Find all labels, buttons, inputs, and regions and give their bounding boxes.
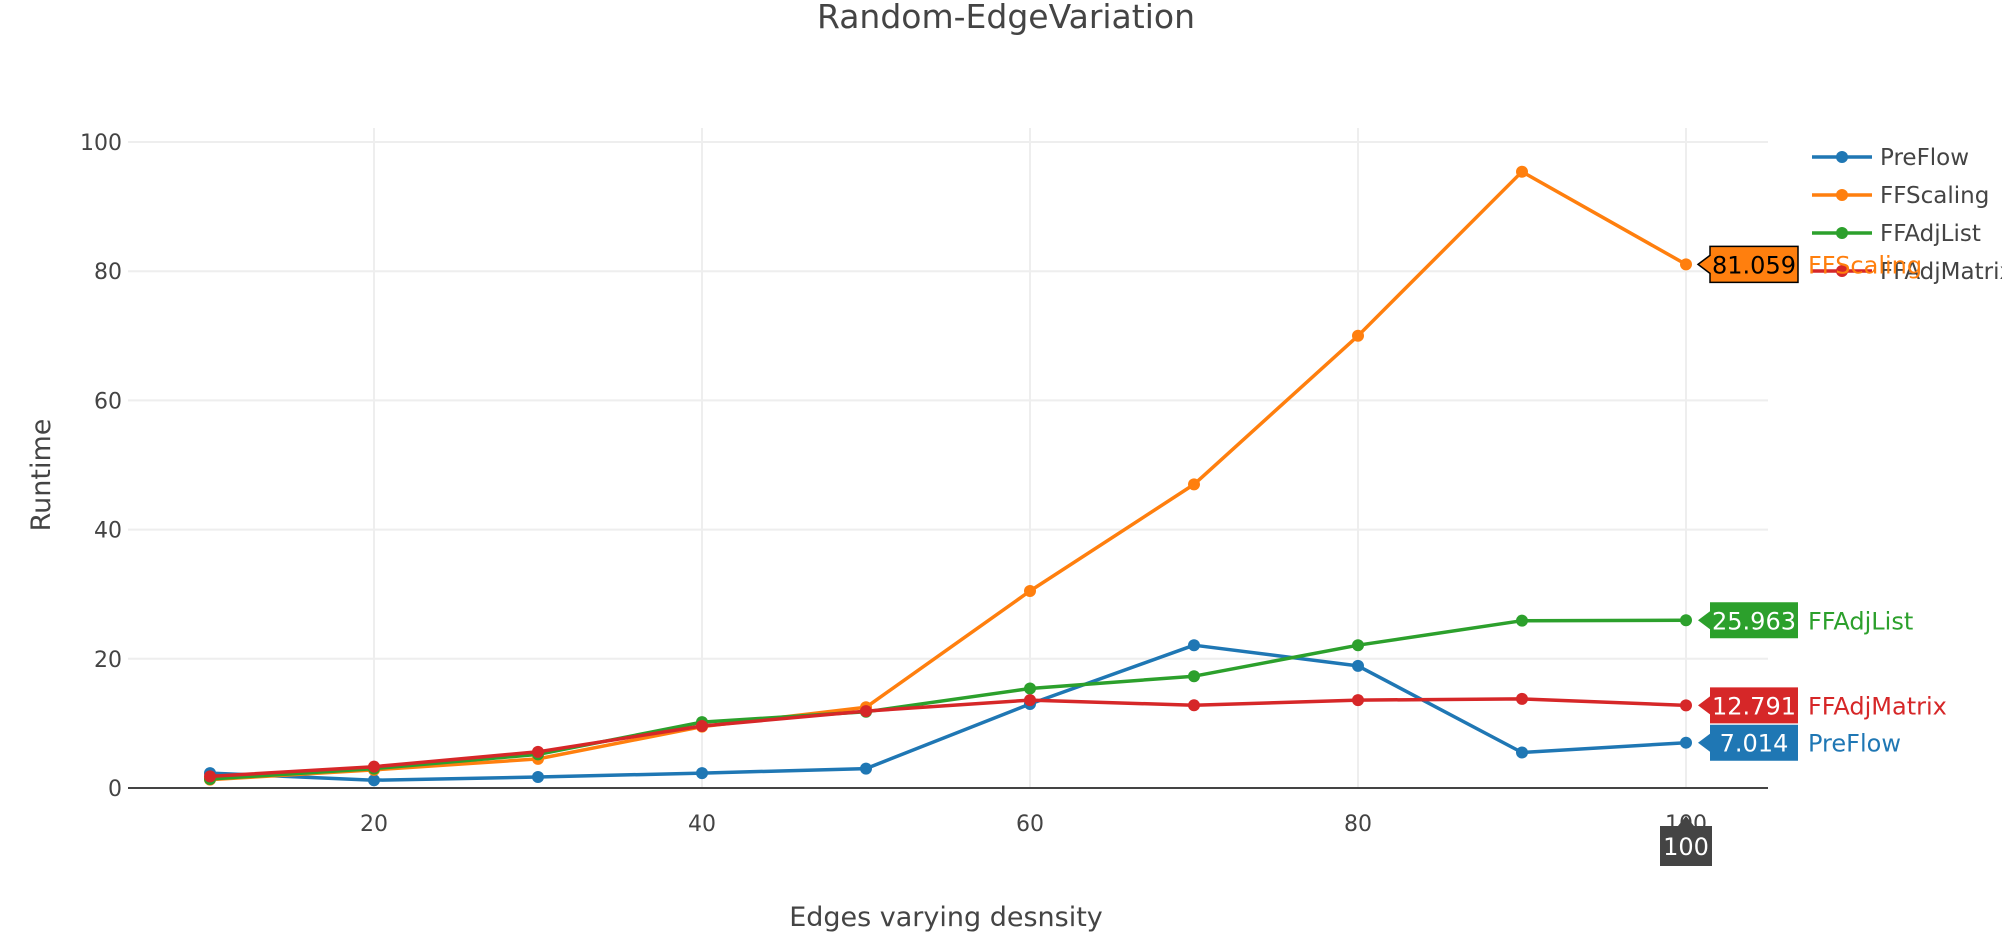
y-tick-label: 40 xyxy=(94,519,122,544)
chart-title: Random-EdgeVariation xyxy=(817,0,1195,36)
data-point-preflow[interactable] xyxy=(368,774,380,787)
hover-value-text: 7.014 xyxy=(1720,730,1789,758)
data-point-ffadjlist[interactable] xyxy=(1024,682,1036,695)
hover-label-box xyxy=(1696,245,1799,284)
x-tick-label: 60 xyxy=(1016,812,1044,837)
hover-x-box xyxy=(1660,816,1712,866)
data-point-preflow[interactable] xyxy=(696,767,708,780)
data-point-ffscaling[interactable] xyxy=(1188,478,1200,491)
hover-series-name: FFAdjMatrix xyxy=(1808,692,1947,720)
data-point-ffscaling[interactable] xyxy=(1516,165,1528,178)
data-point-ffadjmatrix[interactable] xyxy=(1516,692,1528,705)
x-tick-label: 20 xyxy=(360,812,388,837)
data-point-preflow[interactable] xyxy=(860,762,872,775)
data-point-ffadjmatrix[interactable] xyxy=(368,760,380,773)
legend-swatch-marker xyxy=(1836,151,1848,163)
data-point-ffscaling[interactable] xyxy=(1680,258,1692,271)
hover-label-preflow: 7.014 PreFlow xyxy=(1698,724,1901,761)
data-point-ffadjlist[interactable] xyxy=(1352,639,1364,652)
hover-labels: 81.059 FFScaling 25.963 FFAdjList 12.791 FFAd… xyxy=(1660,245,1947,866)
legend-swatch-marker xyxy=(1836,265,1848,277)
hover-label-ffadjmatrix: 12.791 FFAdjMatrix xyxy=(1698,687,1947,724)
axis-layer: 20406080100020406080100 xyxy=(80,131,1768,837)
data-point-ffadjmatrix[interactable] xyxy=(532,745,544,758)
data-point-preflow[interactable] xyxy=(1352,659,1364,672)
hover-series-name: FFScaling xyxy=(1808,251,1922,279)
legend-label-preflow: PreFlow xyxy=(1880,145,1969,171)
hover-series-name: FFAdjList xyxy=(1808,607,1913,635)
data-point-ffscaling[interactable] xyxy=(1352,329,1364,342)
data-point-ffadjmatrix[interactable] xyxy=(1188,699,1200,712)
data-point-ffadjmatrix[interactable] xyxy=(1352,694,1364,707)
data-point-ffscaling[interactable] xyxy=(1024,584,1036,597)
legend-label-ffadjlist: FFAdjList xyxy=(1880,221,1981,247)
hover-value-text: 12.791 xyxy=(1712,692,1796,720)
x-axis-title: Edges varying desnsity xyxy=(789,902,1103,933)
legend-item-ffadjlist[interactable]: FFAdjList xyxy=(1812,221,1981,247)
y-tick-label: 20 xyxy=(94,648,122,673)
series-line-ffadjmatrix[interactable] xyxy=(209,697,1687,779)
legend-item-ffscaling[interactable]: FFScaling xyxy=(1812,183,1989,209)
legend-label-ffscaling: FFScaling xyxy=(1880,183,1989,209)
y-axis-title: Runtime xyxy=(26,419,57,532)
series-line-preflow[interactable] xyxy=(209,643,1687,782)
hover-label-ffadjlist: 25.963 FFAdjList xyxy=(1698,602,1913,639)
data-point-preflow[interactable] xyxy=(1188,639,1200,652)
x-tick-label: 40 xyxy=(688,812,716,837)
legend-item-preflow[interactable]: PreFlow xyxy=(1812,145,1969,171)
legend-item-ffadjmatrix[interactable]: FFAdjMatrix xyxy=(1812,259,2002,285)
hover-value-text: 81.059 xyxy=(1712,251,1796,279)
legend[interactable]: PreFlow FFScaling FFAdjList FFAdjMatrix xyxy=(1812,145,2002,285)
legend-label-ffadjmatrix: FFAdjMatrix xyxy=(1880,259,2002,285)
y-tick-label: 60 xyxy=(94,389,122,414)
series-ffadjmatrix[interactable] xyxy=(204,692,1692,783)
data-point-preflow[interactable] xyxy=(532,771,544,784)
hover-x-text: 100 xyxy=(1663,833,1709,861)
hover-value-text: 25.963 xyxy=(1712,607,1796,635)
y-tick-label: 0 xyxy=(108,777,122,802)
hover-label-ffscaling: 81.059 FFScaling xyxy=(1696,245,1922,284)
legend-swatch-marker xyxy=(1836,227,1848,239)
series-preflow[interactable] xyxy=(204,639,1692,787)
series-line-ffadjlist[interactable] xyxy=(209,618,1687,781)
legend-swatch-marker xyxy=(1836,189,1848,201)
data-point-ffadjmatrix[interactable] xyxy=(1024,694,1036,707)
y-tick-label: 80 xyxy=(94,260,122,285)
data-point-ffadjmatrix[interactable] xyxy=(1680,699,1692,712)
data-point-ffadjmatrix[interactable] xyxy=(204,770,216,783)
data-point-ffadjlist[interactable] xyxy=(1680,614,1692,627)
data-point-ffadjlist[interactable] xyxy=(1188,670,1200,683)
data-point-ffadjmatrix[interactable] xyxy=(696,719,708,732)
series-layer[interactable] xyxy=(204,165,1692,787)
data-point-ffadjmatrix[interactable] xyxy=(860,705,872,718)
hover-series-name: PreFlow xyxy=(1808,730,1901,758)
hover-label-box xyxy=(1698,687,1798,724)
y-tick-label: 100 xyxy=(80,131,122,156)
data-point-preflow[interactable] xyxy=(1680,736,1692,749)
data-point-preflow[interactable] xyxy=(1516,746,1528,759)
hover-x-label: 100 xyxy=(1660,816,1712,866)
series-line-ffscaling[interactable] xyxy=(209,169,1687,782)
hover-label-box xyxy=(1698,724,1798,761)
series-ffscaling[interactable] xyxy=(204,165,1692,786)
grid-layer xyxy=(128,128,1768,788)
data-point-ffadjlist[interactable] xyxy=(1516,614,1528,627)
hover-label-box xyxy=(1698,602,1798,639)
x-tick-label: 80 xyxy=(1344,812,1372,837)
